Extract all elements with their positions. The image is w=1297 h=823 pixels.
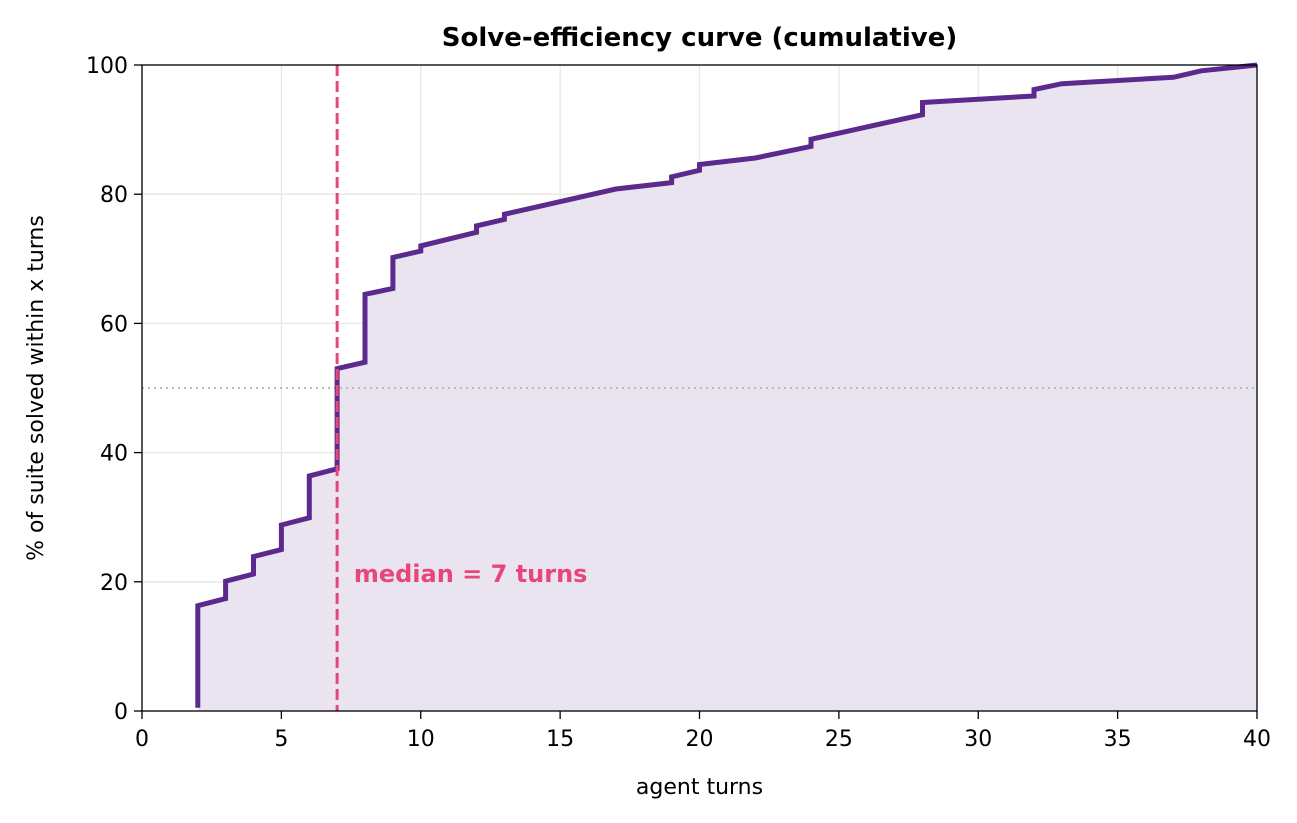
x-tick-label: 40 [1243,727,1271,752]
y-axis: 0 20 40 60 80 100 [86,54,142,725]
x-axis-label: agent turns [636,775,763,800]
x-tick-label: 20 [686,727,714,752]
x-tick-label: 15 [546,727,574,752]
x-tick-label: 25 [825,727,853,752]
x-tick-label: 0 [135,727,149,752]
y-tick-label: 20 [100,571,128,596]
median-annotation: median = 7 turns [354,560,588,588]
y-tick-label: 60 [100,312,128,337]
x-tick-label: 35 [1104,727,1132,752]
y-tick-label: 0 [114,700,128,725]
cumulative-curve [195,62,1258,708]
y-tick-label: 80 [100,183,128,208]
x-tick-label: 10 [407,727,435,752]
cumulative-area-fill [197,65,1257,711]
y-tick-label: 40 [100,442,128,467]
chart-title: Solve-efficiency curve (cumulative) [442,23,957,53]
y-tick-label: 100 [86,54,128,79]
x-tick-label: 30 [964,727,992,752]
x-tick-label: 5 [274,727,288,752]
y-axis-label: % of suite solved within x turns [24,215,49,561]
x-axis: 0 5 10 15 20 25 30 35 40 [135,711,1271,752]
